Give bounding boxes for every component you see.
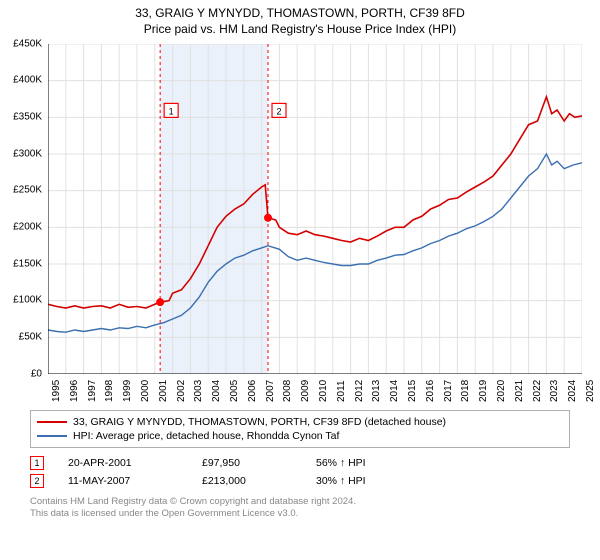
legend-label: 33, GRAIG Y MYNYDD, THOMASTOWN, PORTH, C…: [73, 416, 446, 428]
y-tick-label: £450K: [13, 38, 42, 49]
y-tick-label: £100K: [13, 295, 42, 306]
transaction-price: £213,000: [202, 475, 292, 487]
x-tick-label: 2015: [407, 379, 418, 401]
x-tick-label: 1995: [51, 379, 62, 401]
chart-area: £0£50K£100K£150K£200K£250K£300K£350K£400…: [40, 44, 600, 404]
footer-attribution: Contains HM Land Registry data © Crown c…: [30, 496, 570, 521]
transaction-marker-box: 2: [30, 474, 44, 488]
x-tick-label: 2000: [140, 379, 151, 401]
x-tick-label: 2004: [211, 379, 222, 401]
chart-container: 33, GRAIG Y MYNYDD, THOMASTOWN, PORTH, C…: [0, 0, 600, 560]
y-tick-label: £0: [31, 368, 42, 379]
svg-text:2: 2: [277, 106, 282, 116]
transaction-hpi-delta: 56% ↑ HPI: [316, 457, 416, 469]
x-tick-label: 2013: [371, 379, 382, 401]
x-tick-label: 2002: [176, 379, 187, 401]
legend-item: HPI: Average price, detached house, Rhon…: [37, 429, 563, 443]
x-tick-label: 2020: [496, 379, 507, 401]
y-tick-label: £200K: [13, 221, 42, 232]
footer-line2: This data is licensed under the Open Gov…: [30, 508, 570, 520]
svg-text:1: 1: [169, 106, 174, 116]
x-tick-label: 1998: [104, 379, 115, 401]
x-tick-label: 2014: [389, 379, 400, 401]
legend: 33, GRAIG Y MYNYDD, THOMASTOWN, PORTH, C…: [30, 410, 570, 448]
y-tick-label: £50K: [19, 331, 42, 342]
transaction-date: 20-APR-2001: [68, 457, 178, 469]
legend-swatch: [37, 421, 67, 423]
x-tick-label: 2019: [478, 379, 489, 401]
x-tick-label: 2012: [354, 379, 365, 401]
x-tick-label: 2016: [425, 379, 436, 401]
x-tick-label: 2007: [265, 379, 276, 401]
x-tick-label: 2009: [300, 379, 311, 401]
x-tick-label: 2005: [229, 379, 240, 401]
chart-plot: 12: [48, 44, 582, 374]
legend-label: HPI: Average price, detached house, Rhon…: [73, 430, 339, 442]
x-axis: 1995 1996 1997 1998 1999 2000 2001 2002 2003 2004…: [48, 378, 582, 404]
x-tick-label: 2001: [158, 379, 169, 401]
x-tick-label: 2010: [318, 379, 329, 401]
x-tick-label: 1999: [122, 379, 133, 401]
x-tick-label: 1997: [87, 379, 98, 401]
chart-title-line1: 33, GRAIG Y MYNYDD, THOMASTOWN, PORTH, C…: [0, 0, 600, 22]
transaction-price: £97,950: [202, 457, 292, 469]
x-tick-label: 2021: [514, 379, 525, 401]
legend-item: 33, GRAIG Y MYNYDD, THOMASTOWN, PORTH, C…: [37, 415, 563, 429]
transaction-date: 11-MAY-2007: [68, 475, 178, 487]
footer-line1: Contains HM Land Registry data © Crown c…: [30, 496, 570, 508]
y-tick-label: £300K: [13, 148, 42, 159]
y-tick-label: £150K: [13, 258, 42, 269]
x-tick-label: 2008: [282, 379, 293, 401]
y-tick-label: £350K: [13, 111, 42, 122]
y-tick-label: £250K: [13, 185, 42, 196]
x-tick-label: 2025: [585, 379, 596, 401]
transaction-row: 2 11-MAY-2007 £213,000 30% ↑ HPI: [30, 472, 570, 490]
x-tick-label: 2022: [532, 379, 543, 401]
transaction-row: 1 20-APR-2001 £97,950 56% ↑ HPI: [30, 454, 570, 472]
x-tick-label: 2017: [443, 379, 454, 401]
transactions-table: 1 20-APR-2001 £97,950 56% ↑ HPI 2 11-MAY-2007…: [30, 454, 570, 490]
x-tick-label: 2011: [336, 380, 347, 402]
x-tick-label: 2023: [549, 379, 560, 401]
chart-title-line2: Price paid vs. HM Land Registry's House …: [0, 22, 600, 40]
x-tick-label: 1996: [69, 379, 80, 401]
x-tick-label: 2024: [567, 379, 578, 401]
y-axis: £0£50K£100K£150K£200K£250K£300K£350K£400…: [0, 44, 44, 374]
x-tick-label: 2003: [193, 379, 204, 401]
transaction-hpi-delta: 30% ↑ HPI: [316, 475, 416, 487]
x-tick-label: 2018: [460, 379, 471, 401]
transaction-marker-box: 1: [30, 456, 44, 470]
legend-swatch: [37, 435, 67, 437]
y-tick-label: £400K: [13, 75, 42, 86]
x-tick-label: 2006: [247, 379, 258, 401]
